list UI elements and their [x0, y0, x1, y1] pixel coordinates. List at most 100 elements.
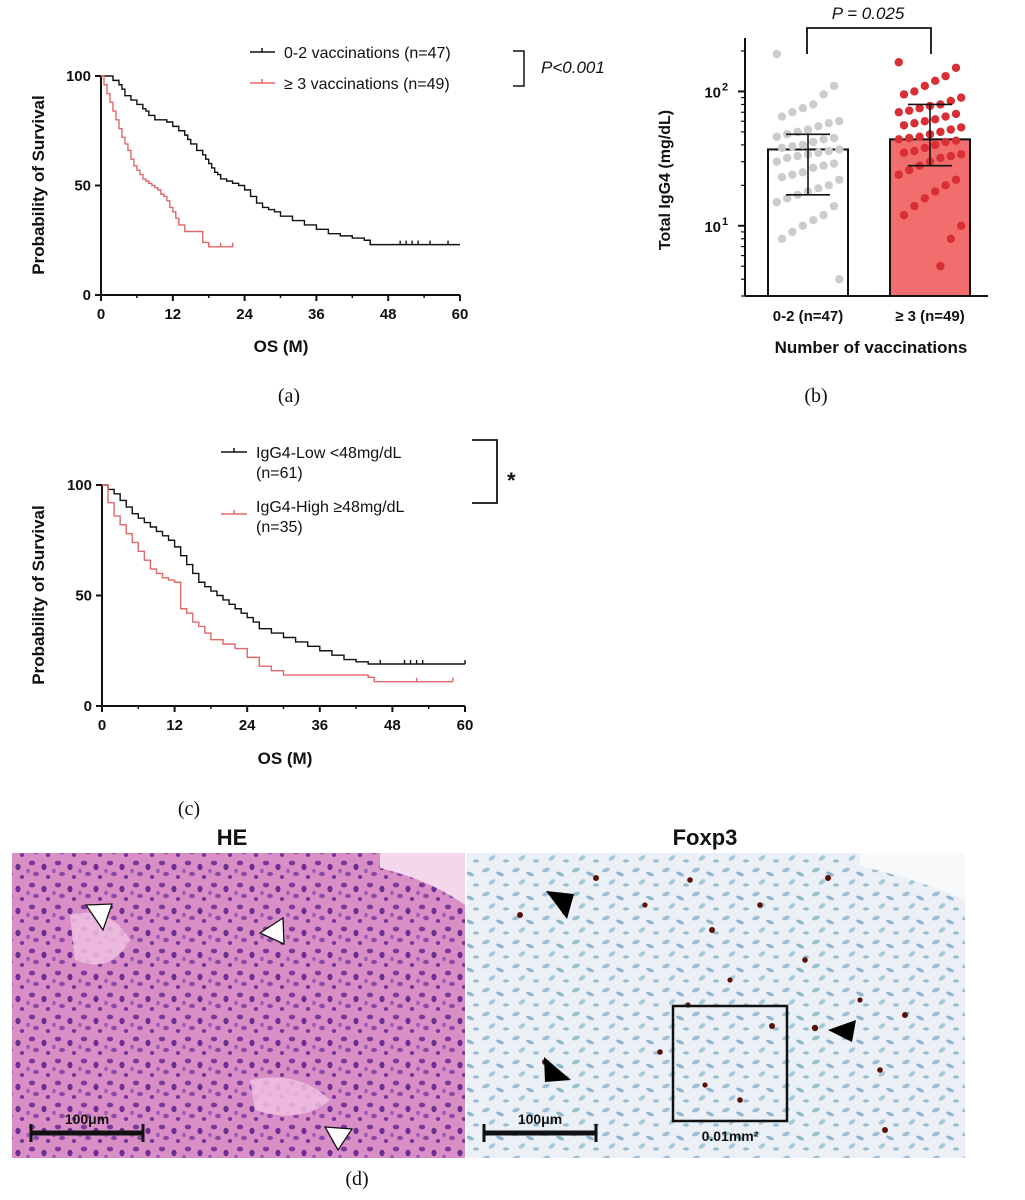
data-point — [920, 143, 929, 153]
data-point — [777, 172, 787, 182]
data-point — [899, 210, 909, 220]
data-point — [835, 175, 844, 184]
legend-c-label-red: IgG4-High ≥48mg/dL (n=35) — [256, 499, 408, 536]
data-point — [777, 143, 787, 153]
data-point — [814, 184, 823, 193]
foxp3-nucleus — [657, 1049, 663, 1055]
data-point — [894, 108, 903, 117]
data-point — [957, 123, 966, 132]
foxp3-nucleus — [709, 927, 715, 933]
data-point — [788, 170, 797, 179]
data-point — [899, 90, 909, 99]
data-point — [894, 58, 903, 67]
chart-b-plot: 10 110 20-2 (n=47) ≥ 3 (n=49) — [704, 38, 988, 325]
data-point — [772, 157, 781, 166]
data-point — [777, 112, 787, 121]
chart-b-xlabel: Number of vaccinations — [775, 338, 968, 357]
foxp3-nucleus — [769, 1023, 775, 1029]
data-point — [798, 140, 807, 150]
data-point — [941, 112, 950, 121]
data-point — [824, 181, 833, 190]
x-tick-label: 36 — [308, 306, 325, 323]
legend-c-label-red-line2: (n=35) — [256, 519, 303, 536]
foxp3-nucleus — [802, 957, 808, 963]
data-point — [809, 216, 818, 225]
data-point — [819, 161, 828, 170]
data-point — [809, 100, 818, 109]
data-point — [788, 227, 797, 237]
panel-c: 0 12 24 36 48 60 0 50 100 Probability of Surviva… — [29, 439, 516, 820]
data-point — [772, 197, 781, 207]
y-tick-label: 100 — [67, 477, 92, 494]
km-series-1 — [102, 484, 453, 683]
data-point — [920, 194, 929, 203]
y-tick-label: 10 — [704, 84, 721, 101]
foxp3-nucleus — [902, 1012, 908, 1018]
data-point — [824, 119, 833, 128]
data-point — [951, 63, 961, 72]
x-tick-label: 0 — [98, 717, 106, 734]
he-tissue — [12, 853, 465, 1158]
km-series-1 — [101, 75, 233, 248]
chart-a-legend: 0-2 vaccinations (n=47) ≥ 3 vaccinations… — [250, 45, 605, 93]
chart-c-ylabel: Probability of Survival — [29, 505, 48, 685]
he-gland-2 — [250, 1077, 330, 1116]
data-point — [894, 135, 903, 144]
chart-b-pvalue: P = 0.025 — [832, 4, 905, 23]
data-point — [941, 181, 950, 190]
data-point — [951, 109, 961, 119]
category-label: ≥ 3 (n=49) — [895, 308, 965, 325]
data-point — [809, 137, 818, 147]
panel-a: 0 12 24 36 48 60 0 50 100 Probability of Surviva… — [29, 45, 605, 407]
legend-c-label-red-line1: IgG4-High ≥48mg/dL — [256, 499, 405, 516]
chart-c-plot: 0 12 24 36 48 60 0 50 100 — [67, 477, 473, 734]
data-point — [798, 104, 807, 113]
data-point — [905, 133, 914, 143]
data-point — [957, 93, 966, 102]
data-point — [814, 148, 823, 157]
chart-b-significance-bracket — [806, 27, 932, 54]
data-point — [910, 119, 919, 128]
data-point — [957, 221, 966, 230]
data-point — [772, 132, 781, 141]
he-arrowhead-1 — [84, 903, 113, 932]
data-point — [835, 145, 844, 154]
data-point — [910, 87, 919, 96]
y-tick-label: 50 — [74, 178, 91, 195]
data-point — [783, 153, 792, 163]
chart-a-plot: 0 12 24 36 48 60 0 50 100 — [66, 68, 468, 323]
x-tick-label: 12 — [166, 717, 183, 734]
foxp3-scale-label: 100μm — [518, 1111, 562, 1127]
legend-c-label-black: IgG4-Low <48mg/dL (n=61) — [256, 445, 405, 482]
km-series-0 — [101, 75, 460, 246]
y-tick-label: 50 — [75, 588, 92, 605]
data-point — [936, 262, 945, 271]
x-tick-label: 36 — [311, 717, 328, 734]
y-tick-label: 0 — [84, 698, 92, 715]
x-tick-label: 12 — [164, 306, 181, 323]
data-point — [905, 165, 914, 175]
x-tick-label: 24 — [236, 306, 253, 323]
foxp3-nucleus — [882, 1127, 888, 1133]
y-tick-label: 100 — [66, 68, 91, 85]
data-point — [829, 159, 839, 168]
panel-d: HE Foxp3 100μm — [12, 825, 965, 1190]
data-point — [803, 125, 813, 134]
foxp3-arrowhead-1 — [546, 891, 574, 919]
data-point — [915, 132, 924, 141]
foxp3-title: Foxp3 — [673, 825, 738, 850]
y-tick-label: 0 — [83, 287, 91, 304]
foxp3-nucleus — [811, 1024, 819, 1032]
data-point — [824, 146, 833, 156]
data-point — [899, 121, 909, 130]
data-point — [957, 150, 966, 159]
data-point — [941, 137, 950, 147]
data-point — [910, 201, 919, 211]
data-point — [829, 201, 839, 211]
data-point — [915, 104, 924, 113]
data-point — [835, 117, 844, 126]
he-gland-1 — [70, 912, 130, 965]
y-tick-exponent: 1 — [722, 216, 728, 228]
data-point — [931, 115, 940, 124]
